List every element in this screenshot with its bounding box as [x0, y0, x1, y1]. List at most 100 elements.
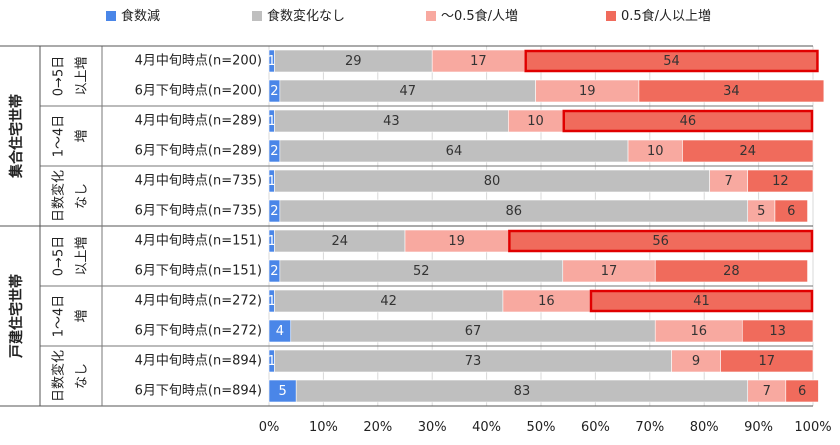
data-label-6-1: 24 [331, 234, 348, 249]
subgroup-label-0-2-0: 日数変化 [51, 170, 67, 222]
legend-swatch-1 [252, 11, 262, 21]
data-label-10-3: 17 [758, 354, 775, 369]
row-label-3: 6月下旬時点(n=289) [135, 144, 262, 159]
data-label-9-3: 13 [769, 324, 786, 339]
x-tick-label-7: 70% [635, 420, 664, 435]
bar-1-3 [638, 79, 825, 103]
x-tick-label-6: 60% [581, 420, 610, 435]
data-label-1-2: 19 [579, 84, 596, 99]
row-label-10: 4月中旬時点(n=894) [135, 354, 262, 369]
subgroup-label-1-1-1: 増 [75, 309, 90, 322]
data-label-3-1: 64 [446, 144, 463, 159]
data-label-4-2: 7 [725, 174, 733, 189]
x-tick-label-3: 30% [418, 420, 447, 435]
data-label-6-3: 56 [652, 234, 669, 249]
data-label-4-3: 12 [772, 174, 789, 189]
legend-swatch-0 [106, 11, 116, 21]
legend-swatch-2 [426, 11, 436, 21]
data-label-7-3: 28 [723, 264, 740, 279]
data-label-5-2: 5 [757, 204, 765, 219]
data-label-8-3: 41 [693, 294, 710, 309]
data-label-11-1: 83 [514, 384, 531, 399]
data-label-10-1: 73 [465, 354, 482, 369]
x-tick-label-4: 40% [472, 420, 501, 435]
data-label-10-2: 9 [692, 354, 700, 369]
subgroup-label-1-2-0: 日数変化 [51, 350, 67, 402]
legend-label-2: ～0.5食/人増 [441, 8, 518, 24]
data-label-9-0: 4 [276, 324, 284, 339]
data-label-5-3: 6 [787, 204, 795, 219]
data-label-8-0: 1 [268, 294, 276, 309]
bar-10-3 [720, 349, 814, 373]
subgroup-label-1-0-0: 0→5日 [52, 236, 67, 276]
data-label-4-0: 1 [268, 174, 276, 189]
data-label-7-2: 17 [601, 264, 618, 279]
x-tick-label-9: 90% [744, 420, 773, 435]
bar-3-3 [682, 139, 814, 163]
bar-11-3 [785, 379, 819, 403]
x-tick-label-8: 80% [690, 420, 719, 435]
row-label-0: 4月中旬時点(n=200) [135, 54, 262, 69]
data-label-1-1: 47 [399, 84, 416, 99]
subgroup-label-0-1-0: 1～4日 [52, 115, 67, 158]
subgroup-label-1-2-1: なし [75, 363, 90, 389]
data-label-2-1: 43 [383, 114, 400, 129]
data-label-1-0: 2 [270, 84, 278, 99]
subgroup-label-0-1-1: 増 [75, 129, 90, 142]
highlight-box-0 [524, 49, 819, 73]
row-label-5: 6月下旬時点(n=735) [135, 204, 262, 219]
row-label-9: 6月下旬時点(n=272) [135, 324, 262, 339]
legend-label-1: 食数変化なし [267, 8, 345, 24]
row-label-7: 6月下旬時点(n=151) [135, 264, 262, 279]
data-label-0-1: 29 [345, 54, 362, 69]
data-label-3-3: 24 [739, 144, 756, 159]
legend-label-0: 食数減 [121, 8, 160, 24]
data-label-11-2: 7 [763, 384, 771, 399]
highlight-box-6 [508, 229, 814, 253]
row-label-6: 4月中旬時点(n=151) [135, 234, 262, 249]
bar-9-3 [741, 319, 814, 343]
x-tick-label-2: 20% [363, 420, 392, 435]
data-label-0-0: 1 [268, 54, 276, 69]
highlight-box-2 [562, 109, 814, 133]
data-label-9-2: 16 [690, 324, 707, 339]
legend-label-3: 0.5食/人以上増 [621, 8, 711, 24]
row-label-2: 4月中旬時点(n=289) [135, 114, 262, 129]
data-label-0-3: 54 [663, 54, 680, 69]
row-label-4: 4月中旬時点(n=735) [135, 174, 262, 189]
data-label-7-1: 52 [413, 264, 430, 279]
data-label-7-0: 2 [270, 264, 278, 279]
subgroup-label-1-1-0: 1～4日 [52, 295, 67, 338]
row-label-1: 6月下旬時点(n=200) [135, 84, 262, 99]
x-tick-label-5: 50% [527, 420, 556, 435]
subgroup-label-1-0-1: 以上増 [75, 236, 90, 275]
data-label-11-0: 5 [278, 384, 286, 399]
data-label-9-1: 67 [465, 324, 482, 339]
subgroup-label-0-0-1: 以上増 [75, 56, 90, 95]
data-label-3-2: 10 [647, 144, 664, 159]
data-label-2-3: 46 [680, 114, 697, 129]
data-label-2-2: 10 [527, 114, 544, 129]
data-label-5-0: 2 [270, 204, 278, 219]
bar-4-3 [747, 169, 814, 193]
bar-5-3 [774, 199, 808, 223]
x-tick-label-0: 0% [259, 420, 280, 435]
bar-7-3 [654, 259, 808, 283]
data-label-6-0: 1 [268, 234, 276, 249]
x-tick-label-1: 10% [309, 420, 338, 435]
data-label-6-2: 19 [448, 234, 465, 249]
data-label-8-2: 16 [538, 294, 555, 309]
data-label-5-1: 86 [506, 204, 523, 219]
legend-swatch-3 [606, 11, 616, 21]
row-label-11: 6月下旬時点(n=894) [135, 384, 262, 399]
data-label-11-3: 6 [798, 384, 806, 399]
data-label-0-2: 17 [470, 54, 487, 69]
data-label-10-0: 1 [268, 354, 276, 369]
group-label-0: 集合住宅世帯 [8, 94, 25, 179]
subgroup-label-0-0-0: 0→5日 [52, 56, 67, 96]
x-tick-label-10: 100% [794, 420, 831, 435]
group-label-1: 戸建住宅世帯 [8, 274, 25, 358]
data-label-1-3: 34 [723, 84, 740, 99]
